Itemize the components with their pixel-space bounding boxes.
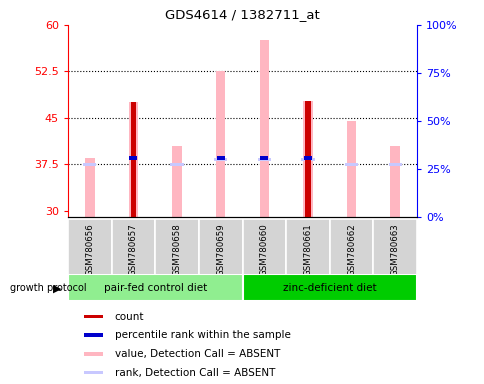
- Text: GSM780657: GSM780657: [129, 223, 137, 276]
- Title: GDS4614 / 1382711_at: GDS4614 / 1382711_at: [165, 8, 319, 21]
- Bar: [84, 315, 102, 318]
- FancyBboxPatch shape: [329, 219, 373, 275]
- Text: GSM780659: GSM780659: [216, 223, 225, 276]
- Bar: [303, 156, 311, 160]
- Text: zinc-deficient diet: zinc-deficient diet: [282, 283, 376, 293]
- Bar: [260, 156, 268, 160]
- Bar: [128, 103, 138, 217]
- Bar: [346, 121, 356, 217]
- Text: pair-fed control diet: pair-fed control diet: [104, 283, 206, 293]
- Bar: [84, 352, 102, 356]
- Bar: [83, 162, 96, 166]
- Bar: [345, 162, 357, 166]
- Text: growth protocol: growth protocol: [10, 283, 86, 293]
- FancyBboxPatch shape: [242, 274, 416, 301]
- Text: rank, Detection Call = ABSENT: rank, Detection Call = ABSENT: [115, 367, 274, 378]
- FancyBboxPatch shape: [68, 274, 242, 301]
- Bar: [388, 162, 401, 166]
- FancyBboxPatch shape: [68, 219, 111, 275]
- Bar: [216, 156, 224, 160]
- Text: count: count: [115, 311, 144, 321]
- Text: GSM780662: GSM780662: [347, 223, 355, 276]
- Text: percentile rank within the sample: percentile rank within the sample: [115, 330, 290, 340]
- Text: GSM780656: GSM780656: [85, 223, 94, 276]
- FancyBboxPatch shape: [198, 219, 242, 275]
- FancyBboxPatch shape: [373, 219, 416, 275]
- Text: value, Detection Call = ABSENT: value, Detection Call = ABSENT: [115, 349, 280, 359]
- Text: ▶: ▶: [52, 283, 61, 293]
- Bar: [304, 101, 310, 217]
- Bar: [257, 157, 271, 161]
- Bar: [129, 156, 137, 160]
- Bar: [215, 71, 225, 217]
- Bar: [302, 101, 312, 217]
- Text: GSM780660: GSM780660: [259, 223, 268, 276]
- Text: GSM780661: GSM780661: [303, 223, 312, 276]
- Bar: [390, 146, 399, 217]
- FancyBboxPatch shape: [155, 219, 198, 275]
- Text: GSM780663: GSM780663: [390, 223, 399, 276]
- Bar: [214, 157, 227, 161]
- Bar: [259, 40, 269, 217]
- Bar: [84, 333, 102, 337]
- FancyBboxPatch shape: [111, 219, 155, 275]
- FancyBboxPatch shape: [286, 219, 329, 275]
- FancyBboxPatch shape: [242, 219, 286, 275]
- Bar: [130, 103, 136, 217]
- Bar: [301, 157, 314, 161]
- Text: GSM780658: GSM780658: [172, 223, 181, 276]
- Bar: [172, 146, 182, 217]
- Bar: [170, 162, 183, 166]
- Bar: [85, 158, 94, 217]
- Bar: [84, 371, 102, 374]
